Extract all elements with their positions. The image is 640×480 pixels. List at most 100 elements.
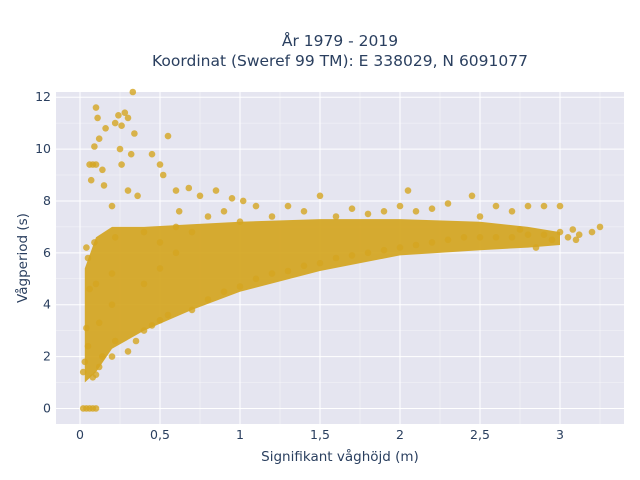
data-point — [428, 205, 436, 212]
data-point — [236, 218, 244, 225]
data-point — [84, 254, 92, 262]
x-axis-title: Signifikant våghöjd (m) — [261, 448, 419, 465]
data-point — [148, 322, 156, 329]
data-point — [236, 283, 244, 290]
data-point — [83, 244, 90, 251]
data-point — [332, 213, 340, 220]
y-tick-label: 12 — [35, 89, 51, 104]
data-point — [316, 259, 324, 267]
data-point — [540, 231, 548, 238]
data-point — [108, 202, 116, 210]
data-point — [204, 296, 212, 303]
data-point — [492, 202, 500, 210]
data-point — [300, 208, 308, 215]
data-point — [79, 368, 87, 376]
y-tick-label: 6 — [43, 245, 51, 260]
y-tick-label: 10 — [35, 141, 51, 156]
data-points — [79, 88, 604, 412]
data-point — [116, 145, 124, 153]
y-tick-label: 2 — [43, 349, 51, 364]
data-point — [239, 197, 247, 205]
data-point — [95, 363, 103, 371]
data-point — [252, 275, 260, 283]
data-point — [284, 202, 292, 210]
data-point — [86, 285, 93, 293]
data-point — [92, 280, 100, 288]
data-point — [569, 226, 577, 233]
data-point — [140, 228, 148, 236]
data-point — [81, 358, 89, 366]
data-point — [564, 234, 572, 241]
data-point — [92, 104, 100, 111]
data-point — [134, 192, 141, 200]
data-point — [159, 171, 167, 179]
data-point — [100, 182, 108, 189]
x-tick-label: 1,5 — [310, 427, 330, 442]
y-tick-label: 8 — [43, 193, 51, 208]
y-tick-label: 0 — [43, 400, 51, 415]
data-point — [412, 208, 420, 215]
data-point — [268, 270, 276, 277]
data-point — [111, 337, 119, 345]
data-point — [156, 161, 164, 168]
data-point — [556, 228, 564, 236]
data-point — [91, 239, 98, 246]
data-point — [364, 210, 372, 218]
data-point — [83, 324, 90, 332]
data-point — [508, 208, 516, 215]
data-point — [572, 236, 580, 244]
y-tick-label: 4 — [43, 297, 51, 312]
data-point — [540, 202, 548, 210]
chart-title-line-1: År 1979 - 2019 — [282, 31, 398, 50]
data-point — [404, 187, 412, 194]
data-point — [220, 208, 228, 215]
data-point — [129, 88, 137, 96]
data-point — [396, 202, 404, 210]
data-point — [124, 348, 132, 355]
data-point — [92, 405, 100, 412]
x-tick-labels: 0 0,5 1 1,5 2 2,5 3 — [76, 427, 564, 442]
data-point — [111, 119, 119, 127]
data-point — [164, 132, 172, 140]
data-point — [111, 234, 119, 241]
data-point — [115, 112, 122, 119]
data-point — [284, 267, 292, 275]
data-point — [196, 192, 204, 200]
data-point — [228, 195, 236, 202]
data-point — [596, 223, 604, 231]
data-point — [99, 166, 106, 174]
data-point — [532, 244, 540, 251]
data-point — [575, 231, 583, 238]
data-point — [508, 234, 516, 241]
chart-title-line-2: Koordinat (Sweref 99 TM): E 338029, N 60… — [152, 52, 528, 70]
data-point — [524, 231, 532, 238]
data-point — [172, 223, 180, 231]
data-point — [95, 319, 103, 327]
data-point — [118, 122, 125, 129]
data-point — [468, 192, 476, 200]
data-point — [124, 187, 132, 194]
density-area — [84, 219, 561, 383]
data-point — [175, 208, 183, 215]
data-point — [332, 254, 340, 262]
data-point — [444, 236, 452, 244]
data-point — [121, 109, 129, 116]
data-point — [132, 337, 140, 345]
x-tick-label: 2,5 — [470, 427, 490, 442]
data-point — [316, 192, 324, 200]
data-point — [476, 213, 484, 220]
data-point — [380, 246, 388, 254]
data-point — [444, 200, 452, 207]
x-tick-label: 0 — [76, 427, 84, 442]
data-point — [204, 213, 212, 220]
data-point — [124, 114, 132, 122]
data-point — [188, 306, 196, 314]
data-point — [556, 202, 564, 210]
data-point — [127, 150, 135, 158]
data-point — [156, 317, 164, 324]
data-point — [548, 236, 556, 244]
data-point — [185, 184, 193, 192]
data-point — [476, 234, 484, 241]
data-point — [91, 143, 98, 150]
y-tick-labels: 0 2 4 6 8 10 12 — [35, 89, 51, 415]
